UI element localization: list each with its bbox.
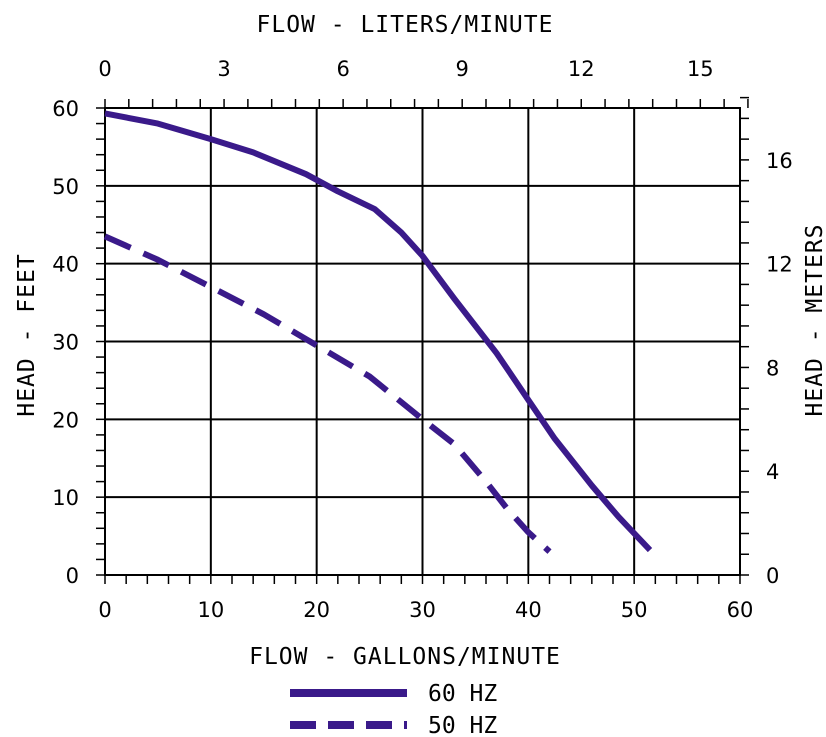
grid — [105, 108, 740, 575]
x-top-tick-label-6: 6 — [336, 57, 349, 81]
legend-label-60hz: 60 HZ — [428, 681, 497, 707]
y-left-tick-label-30: 30 — [52, 331, 79, 355]
x-bottom-tick-label-60: 60 — [727, 598, 754, 622]
y-right-tick-label-16: 16 — [766, 149, 793, 173]
y-right-axis-title: HEAD - METERS — [802, 223, 826, 416]
x-top-tick-label-0: 0 — [98, 57, 111, 81]
y-right-tick-label-0: 0 — [766, 564, 779, 588]
y-right-tick-label-4: 4 — [766, 460, 779, 484]
x-bottom-tick-label-0: 0 — [98, 598, 111, 622]
x-top-tick-label-15: 15 — [687, 57, 714, 81]
legend-label-50hz: 50 HZ — [428, 713, 497, 737]
y-left-tick-label-40: 40 — [52, 253, 79, 277]
x-top-tick-label-12: 12 — [568, 57, 595, 81]
x-top-tick-label-9: 9 — [456, 57, 469, 81]
x-top-tick-label-3: 3 — [217, 57, 230, 81]
y-left-tick-label-60: 60 — [52, 97, 79, 121]
y-left-tick-label-20: 20 — [52, 408, 79, 432]
x-bottom-axis-title: FLOW - GALLONS/MINUTE — [249, 644, 561, 670]
y-left-tick-label-0: 0 — [66, 564, 79, 588]
minor-ticks — [96, 96, 749, 584]
series-line-50hz — [103, 233, 552, 554]
x-bottom-tick-label-20: 20 — [303, 598, 330, 622]
x-bottom-tick-label-30: 30 — [409, 598, 436, 622]
y-left-tick-label-50: 50 — [52, 175, 79, 199]
series-line-60hz — [104, 110, 653, 553]
x-top-axis-title: FLOW - LITERS/MINUTE — [257, 12, 554, 38]
y-right-tick-label-8: 8 — [766, 356, 779, 380]
x-bottom-tick-label-40: 40 — [515, 598, 542, 622]
y-left-tick-label-10: 10 — [52, 486, 79, 510]
x-bottom-tick-label-50: 50 — [621, 598, 648, 622]
y-right-tick-label-12: 12 — [766, 253, 793, 277]
tick-labels: 0 10 20 30 40 50 60 0 3 6 9 12 15 0 10 20 30 40 50 60 0 4 8 12 1… — [52, 57, 792, 622]
legend: 60 HZ 50 HZ — [290, 681, 497, 737]
y-left-axis-title: HEAD - FEET — [14, 253, 40, 416]
series-lines — [103, 110, 653, 554]
x-bottom-tick-label-10: 10 — [197, 598, 224, 622]
plot-frame — [104, 107, 741, 576]
